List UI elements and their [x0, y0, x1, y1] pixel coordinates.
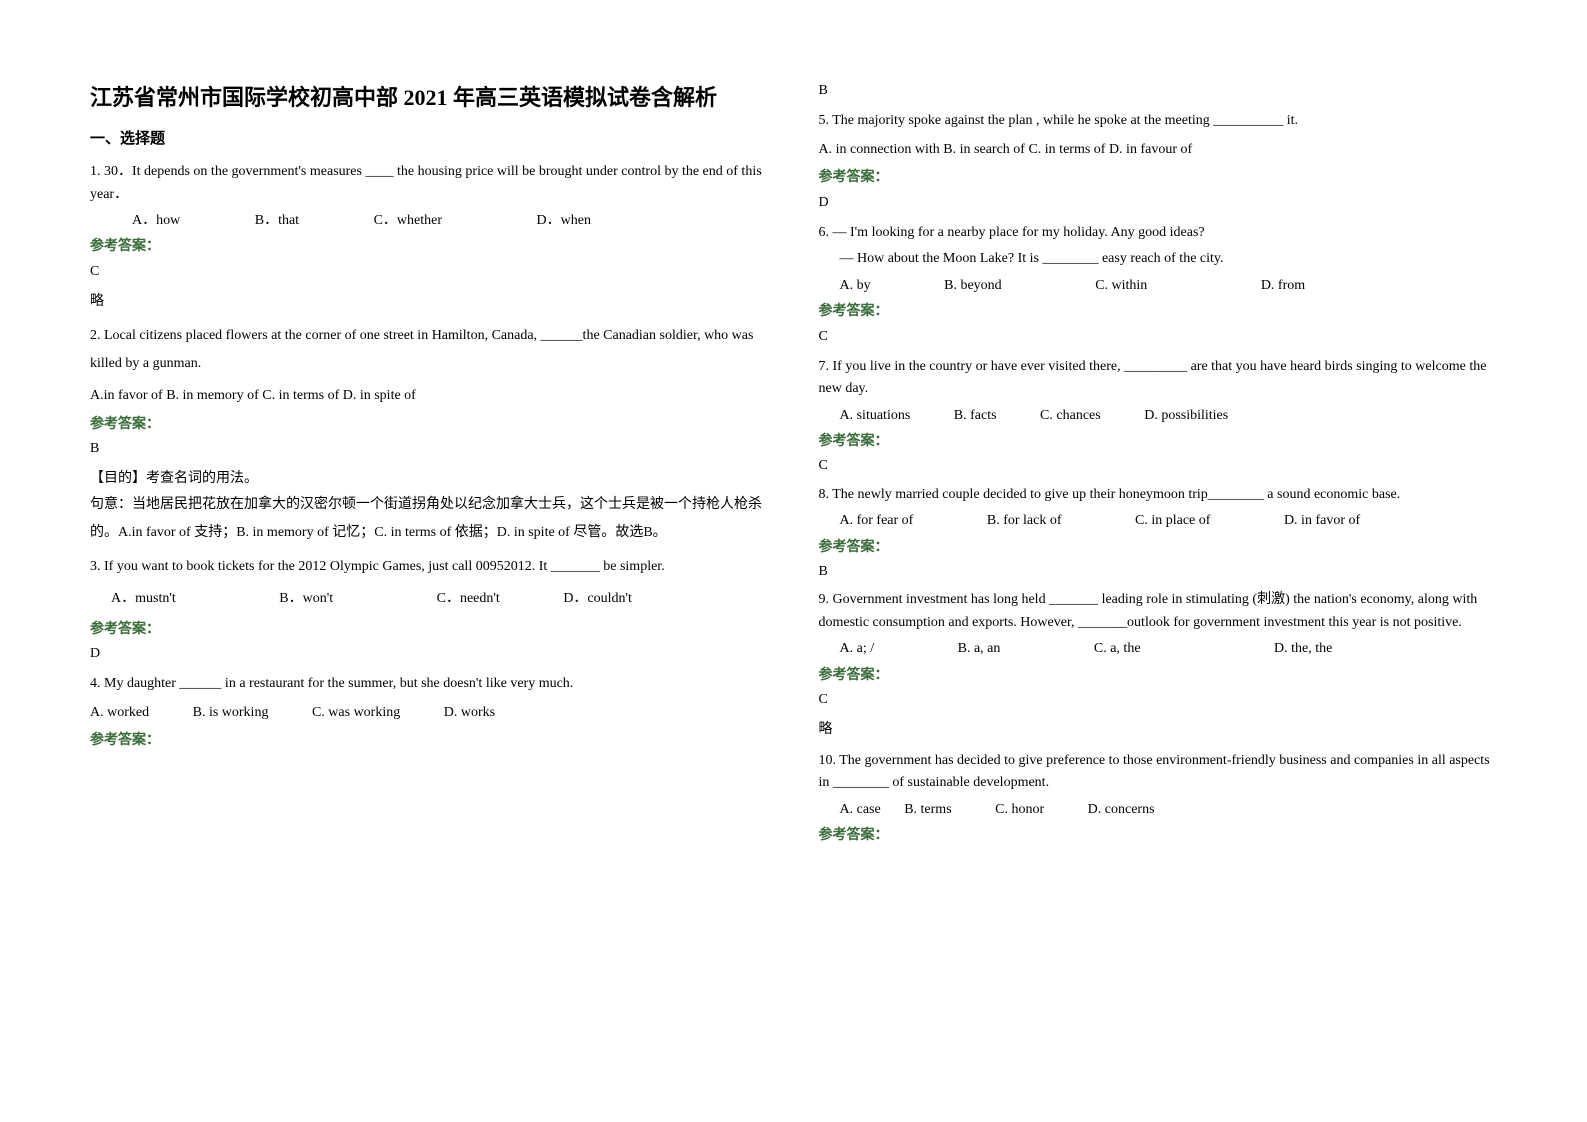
answer-label: 参考答案：: [819, 825, 1498, 847]
answer-q4: B: [819, 80, 1498, 102]
left-column: 江苏省常州市国际学校初高中部 2021 年高三英语模拟试卷含解析 一、选择题 1…: [90, 80, 769, 853]
question-text: 7. If you live in the country or have ev…: [819, 356, 1498, 401]
section-heading: 一、选择题: [90, 127, 769, 151]
opt-d: D. concerns: [1088, 799, 1155, 821]
opt-d: D. in favor of: [1284, 510, 1360, 532]
question-text-1: 6. — I'm looking for a nearby place for …: [819, 222, 1498, 244]
answer-label: 参考答案：: [90, 414, 769, 436]
opt-d: D. works: [444, 702, 495, 724]
opt-b: B．that: [234, 210, 299, 232]
opt-c: C. was working: [312, 702, 400, 724]
opt-c: C. in place of: [1135, 510, 1210, 532]
options: A. for fear of B. for lack of C. in plac…: [819, 510, 1498, 532]
answer: D: [90, 643, 769, 665]
opt-a: A. a; /: [819, 638, 875, 660]
analysis-text: 句意：当地居民把花放在加拿大的汉密尔顿一个街道拐角处以纪念加拿大士兵，这个士兵是…: [90, 491, 769, 547]
question-4: 4. My daughter ______ in a restaurant fo…: [90, 673, 769, 752]
opt-b: B. terms: [904, 799, 951, 821]
answer-label: 参考答案：: [819, 537, 1498, 559]
opt-b: B. is working: [193, 702, 269, 724]
opt-d: D．when: [516, 210, 591, 232]
opt-b: B. a, an: [958, 638, 1001, 660]
opt-c: C. within: [1095, 275, 1147, 297]
question-text: 10. The government has decided to give p…: [819, 750, 1498, 795]
question-2: 2. Local citizens placed flowers at the …: [90, 322, 769, 547]
answer-label: 参考答案：: [819, 665, 1498, 687]
question-8: 8. The newly married couple decided to g…: [819, 484, 1498, 584]
opt-a: A. case: [819, 799, 881, 821]
question-text: 1. 30．It depends on the government's mea…: [90, 161, 769, 206]
opt-c: C. chances: [1040, 405, 1101, 427]
skip: 略: [819, 719, 1498, 741]
analysis-label: 【目的】考查名词的用法。: [90, 468, 769, 490]
answer: C: [819, 326, 1498, 348]
doc-title: 江苏省常州市国际学校初高中部 2021 年高三英语模拟试卷含解析: [90, 80, 769, 115]
opt-b: B. for lack of: [987, 510, 1062, 532]
answer: C: [819, 455, 1498, 477]
options: A. in connection with B. in search of C.…: [819, 139, 1498, 161]
question-text: 4. My daughter ______ in a restaurant fo…: [90, 673, 769, 695]
options: A. by B. beyond C. within D. from: [819, 275, 1498, 297]
opt-b: B. beyond: [944, 275, 1002, 297]
question-1: 1. 30．It depends on the government's mea…: [90, 161, 769, 313]
opt-a: A. worked: [90, 702, 149, 724]
opt-a: A. situations: [819, 405, 911, 427]
answer: B: [819, 561, 1498, 583]
opt-d: D. from: [1261, 275, 1305, 297]
opt-a: A. for fear of: [819, 510, 914, 532]
answer-label: 参考答案：: [819, 431, 1498, 453]
question-6: 6. — I'm looking for a nearby place for …: [819, 222, 1498, 348]
answer: C: [819, 689, 1498, 711]
question-text: 2. Local citizens placed flowers at the …: [90, 322, 769, 378]
question-9: 9. Government investment has long held _…: [819, 589, 1498, 741]
opt-c: C. honor: [995, 799, 1044, 821]
opt-b: B．won't: [279, 585, 333, 613]
options: A. a; / B. a, an C. a, the D. the, the: [819, 638, 1498, 660]
question-text: 9. Government investment has long held _…: [819, 589, 1498, 634]
right-column: B 5. The majority spoke against the plan…: [819, 80, 1498, 853]
options: A. case B. terms C. honor D. concerns: [819, 799, 1498, 821]
options: A. situations B. facts C. chances D. pos…: [819, 405, 1498, 427]
opt-a: A. by: [819, 275, 871, 297]
answer-label: 参考答案：: [819, 301, 1498, 323]
options: A．mustn't B．won't C．needn't D．couldn't: [90, 585, 769, 613]
answer-label: 参考答案：: [90, 619, 769, 641]
opt-d: D. the, the: [1274, 638, 1332, 660]
question-text: 5. The majority spoke against the plan ,…: [819, 110, 1498, 132]
question-3: 3. If you want to book tickets for the 2…: [90, 553, 769, 666]
question-5: 5. The majority spoke against the plan ,…: [819, 110, 1498, 214]
opt-a: A．how: [111, 210, 180, 232]
opt-c: C．whether: [353, 210, 442, 232]
answer-label: 参考答案：: [90, 730, 769, 752]
opt-a: A．mustn't: [90, 585, 176, 613]
opt-b: B. facts: [954, 405, 997, 427]
answer-label: 参考答案：: [90, 236, 769, 258]
answer: D: [819, 192, 1498, 214]
answer: C: [90, 261, 769, 283]
opt-c: C．needn't: [437, 585, 500, 613]
answer: B: [90, 438, 769, 460]
opt-d: D. possibilities: [1144, 405, 1228, 427]
question-text: 8. The newly married couple decided to g…: [819, 484, 1498, 506]
options: A. worked B. is working C. was working D…: [90, 702, 769, 724]
skip: 略: [90, 291, 769, 313]
question-10: 10. The government has decided to give p…: [819, 750, 1498, 848]
options: A．how B．that C．whether D．when: [90, 210, 769, 232]
question-text: 3. If you want to book tickets for the 2…: [90, 553, 769, 581]
page-columns: 江苏省常州市国际学校初高中部 2021 年高三英语模拟试卷含解析 一、选择题 1…: [90, 80, 1497, 853]
answer-label: 参考答案：: [819, 167, 1498, 189]
question-text-2: — How about the Moon Lake? It is _______…: [819, 248, 1498, 270]
options: A.in favor of B. in memory of C. in term…: [90, 382, 769, 410]
opt-d: D．couldn't: [563, 585, 632, 613]
question-7: 7. If you live in the country or have ev…: [819, 356, 1498, 478]
opt-c: C. a, the: [1094, 638, 1141, 660]
